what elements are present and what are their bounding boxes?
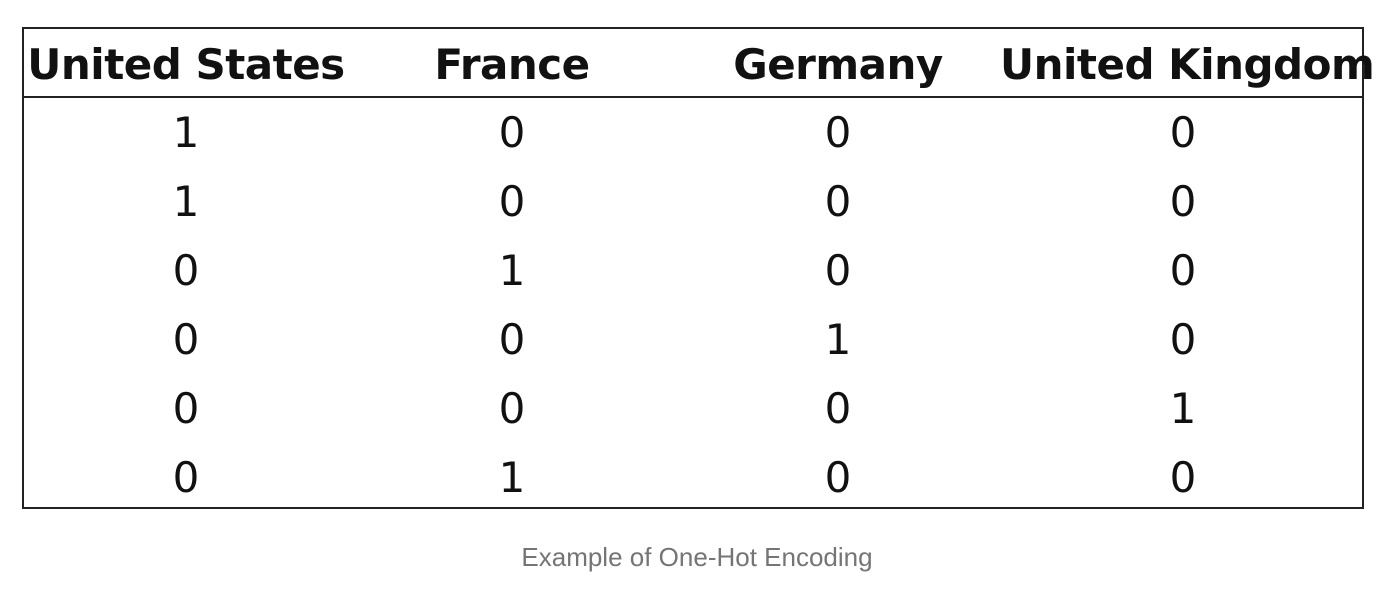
table-cell: 1 bbox=[1169, 384, 1197, 433]
table-cell: 0 bbox=[824, 453, 852, 502]
table-cell: 0 bbox=[172, 315, 200, 364]
one-hot-table: United States France Germany United King… bbox=[22, 27, 1375, 512]
table-row: 0 1 0 0 bbox=[24, 443, 1362, 512]
table-cell: 1 bbox=[498, 453, 526, 502]
table-cell: 0 bbox=[824, 177, 852, 226]
table-cell: 0 bbox=[1169, 177, 1197, 226]
table-cell: 0 bbox=[498, 177, 526, 226]
table-cell: 0 bbox=[1169, 453, 1197, 502]
table-header-row: United States France Germany United King… bbox=[24, 29, 1375, 98]
table-cell: 0 bbox=[1169, 315, 1197, 364]
table-row: 0 0 1 0 bbox=[24, 305, 1362, 374]
figure-caption: Example of One-Hot Encoding bbox=[521, 542, 873, 572]
table-row: 0 0 0 1 bbox=[24, 374, 1362, 443]
column-header-united-states: United States bbox=[27, 40, 345, 89]
table-cell: 1 bbox=[172, 108, 200, 157]
column-header-france: France bbox=[434, 40, 590, 89]
table-cell: 0 bbox=[1169, 108, 1197, 157]
table-cell: 0 bbox=[498, 315, 526, 364]
column-header-germany: Germany bbox=[733, 40, 943, 89]
table-cell: 0 bbox=[824, 384, 852, 433]
table-row: 1 0 0 0 bbox=[24, 98, 1362, 167]
column-header-united-kingdom: United Kingdom bbox=[1000, 40, 1375, 89]
table-row: 1 0 0 0 bbox=[24, 167, 1362, 236]
table-row: 0 1 0 0 bbox=[24, 236, 1362, 305]
table-cell: 0 bbox=[824, 246, 852, 295]
table-cell: 0 bbox=[1169, 246, 1197, 295]
table-cell: 1 bbox=[498, 246, 526, 295]
table-cell: 0 bbox=[172, 384, 200, 433]
table-cell: 0 bbox=[824, 108, 852, 157]
table-cell: 0 bbox=[172, 246, 200, 295]
table-cell: 0 bbox=[172, 453, 200, 502]
table-cell: 1 bbox=[824, 315, 852, 364]
table-cell: 1 bbox=[172, 177, 200, 226]
table-cell: 0 bbox=[498, 384, 526, 433]
table-cell: 0 bbox=[498, 108, 526, 157]
